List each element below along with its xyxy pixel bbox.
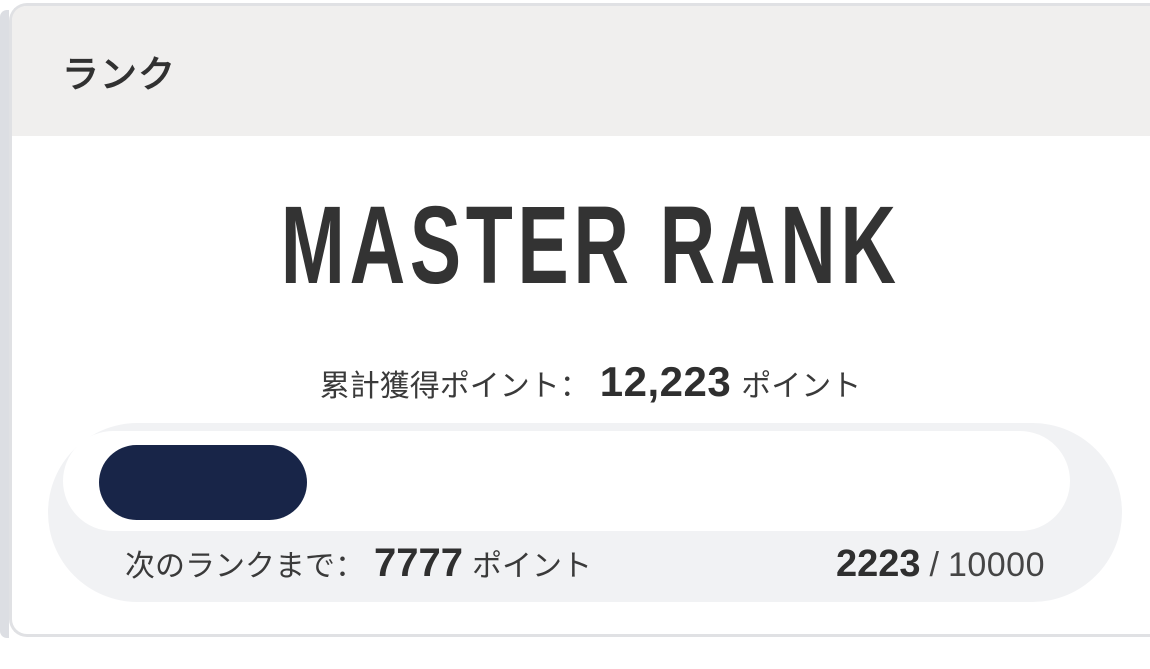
progress-count: 2223 / 10000 [836,543,1045,586]
rank-card: ランク MASTER RANK 累計獲得ポイント： 12,223 ポイント 次の… [9,3,1150,637]
total-points-label: 累計獲得ポイント： [319,370,590,403]
progress-separator: / [929,546,939,584]
next-rank-unit: ポイント [471,550,592,583]
progress-max: 10000 [947,546,1045,584]
rank-name: MASTER RANK [280,184,901,307]
progress-current: 2223 [835,543,921,585]
progress-labels-row: 次のランクまで： 7777 ポイント 2223 / 10000 [125,541,1045,586]
next-rank-value: 7777 [374,541,463,585]
progress-fill [99,445,307,520]
progress-fill-area [99,445,1034,520]
card-header: ランク [12,6,1150,136]
card-title: ランク [62,54,176,95]
total-points-unit: ポイント [741,370,862,403]
next-rank-line: 次のランクまで： 7777 ポイント [125,541,592,586]
progress-track [63,431,1070,531]
total-points-line: 累計獲得ポイント： 12,223 ポイント [12,358,1150,406]
rank-name-wrap: MASTER RANK [12,191,1150,301]
left-edge-strip [0,10,9,638]
next-rank-label: 次のランクまで： [125,550,365,583]
progress-panel: 次のランクまで： 7777 ポイント 2223 / 10000 [48,423,1122,602]
total-points-value: 12,223 [599,358,732,405]
